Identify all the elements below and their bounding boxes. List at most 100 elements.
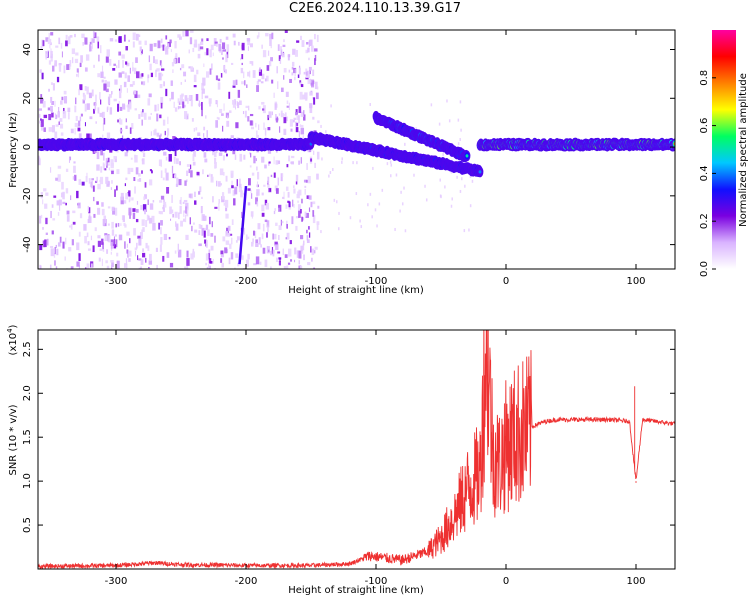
noise-speck bbox=[56, 248, 59, 256]
noise-speck bbox=[71, 48, 76, 55]
noise-speck bbox=[107, 206, 111, 209]
noise-speck bbox=[283, 128, 287, 135]
noise-speck bbox=[69, 225, 72, 228]
noise-speck bbox=[109, 107, 113, 115]
noise-speck bbox=[216, 116, 219, 120]
noise-speck bbox=[283, 191, 285, 200]
noise-speck bbox=[118, 51, 122, 56]
noise-speck bbox=[227, 115, 229, 119]
noise-speck bbox=[195, 93, 199, 101]
noise-speck bbox=[110, 187, 113, 190]
noise-speck bbox=[118, 72, 122, 78]
noise-speck bbox=[41, 72, 44, 80]
noise-speck bbox=[401, 202, 404, 206]
noise-speck bbox=[170, 49, 172, 53]
noise-speck bbox=[141, 73, 144, 77]
noise-speck bbox=[111, 180, 113, 184]
noise-speck bbox=[301, 198, 303, 204]
noise-speck bbox=[88, 133, 92, 140]
noise-speck bbox=[274, 208, 277, 212]
noise-speck bbox=[290, 161, 294, 164]
noise-speck bbox=[159, 60, 162, 66]
noise-speck bbox=[66, 210, 70, 215]
noise-speck bbox=[58, 107, 60, 112]
noise-speck bbox=[256, 181, 259, 188]
noise-speck bbox=[246, 84, 248, 88]
noise-speck bbox=[295, 112, 297, 116]
noise-speck bbox=[298, 260, 301, 265]
noise-speck bbox=[60, 132, 64, 136]
noise-speck bbox=[108, 167, 111, 171]
noise-speck bbox=[403, 186, 405, 190]
noise-speck bbox=[227, 225, 231, 231]
noise-speck bbox=[275, 243, 279, 250]
noise-speck bbox=[93, 64, 95, 68]
noise-speck bbox=[237, 102, 240, 109]
noise-speck bbox=[107, 96, 111, 105]
noise-speck bbox=[224, 247, 228, 254]
noise-speck bbox=[172, 213, 174, 218]
noise-speck bbox=[275, 257, 279, 263]
noise-speck bbox=[102, 152, 105, 161]
noise-speck bbox=[106, 265, 110, 269]
noise-speck bbox=[314, 48, 318, 52]
noise-speck bbox=[217, 82, 221, 90]
noise-speck bbox=[310, 201, 313, 208]
noise-speck bbox=[76, 68, 79, 73]
noise-speck bbox=[266, 220, 270, 228]
noise-speck bbox=[306, 163, 308, 170]
noise-speck bbox=[119, 85, 122, 93]
noise-speck bbox=[227, 233, 231, 237]
noise-speck bbox=[290, 259, 293, 262]
noise-speck bbox=[253, 155, 256, 164]
noise-speck bbox=[195, 127, 198, 131]
noise-speck bbox=[291, 155, 295, 159]
noise-speck bbox=[43, 188, 47, 192]
noise-speck bbox=[367, 203, 369, 207]
noise-speck bbox=[116, 169, 120, 175]
noise-speck bbox=[130, 157, 133, 160]
noise-speck bbox=[197, 53, 201, 59]
noise-speck bbox=[159, 200, 163, 203]
noise-speck bbox=[142, 252, 146, 258]
noise-speck bbox=[267, 184, 270, 188]
noise-speck bbox=[203, 63, 205, 68]
noise-speck bbox=[122, 135, 124, 141]
noise-speck bbox=[108, 235, 111, 243]
noise-speck bbox=[218, 202, 220, 211]
noise-speck bbox=[101, 65, 104, 74]
noise-speck bbox=[201, 227, 204, 236]
noise-speck bbox=[125, 46, 128, 51]
noise-speck bbox=[191, 225, 193, 232]
noise-speck bbox=[207, 174, 209, 177]
noise-speck bbox=[256, 130, 258, 138]
noise-speck bbox=[269, 38, 272, 47]
noise-speck bbox=[70, 266, 74, 269]
noise-speck bbox=[270, 45, 272, 49]
noise-speck bbox=[241, 54, 244, 60]
noise-speck bbox=[62, 201, 66, 205]
noise-speck bbox=[58, 199, 62, 206]
noise-speck bbox=[328, 174, 330, 178]
noise-speck bbox=[459, 189, 462, 193]
noise-speck bbox=[49, 167, 52, 173]
noise-speck bbox=[277, 251, 281, 254]
noise-speck bbox=[54, 100, 56, 107]
noise-speck bbox=[174, 250, 177, 254]
noise-speck bbox=[229, 233, 233, 236]
noise-speck bbox=[228, 91, 231, 99]
noise-speck bbox=[204, 95, 209, 99]
noise-speck bbox=[199, 41, 204, 46]
noise-speck bbox=[261, 44, 263, 49]
noise-speck bbox=[78, 88, 80, 96]
noise-speck bbox=[97, 207, 101, 215]
noise-speck bbox=[116, 260, 120, 269]
noise-speck bbox=[133, 67, 137, 75]
noise-speck bbox=[91, 89, 94, 97]
noise-speck bbox=[109, 38, 114, 42]
noise-speck bbox=[162, 206, 164, 210]
noise-speck bbox=[201, 101, 203, 110]
noise-speck bbox=[105, 56, 109, 63]
noise-speck bbox=[99, 112, 103, 117]
noise-speck bbox=[74, 33, 76, 38]
